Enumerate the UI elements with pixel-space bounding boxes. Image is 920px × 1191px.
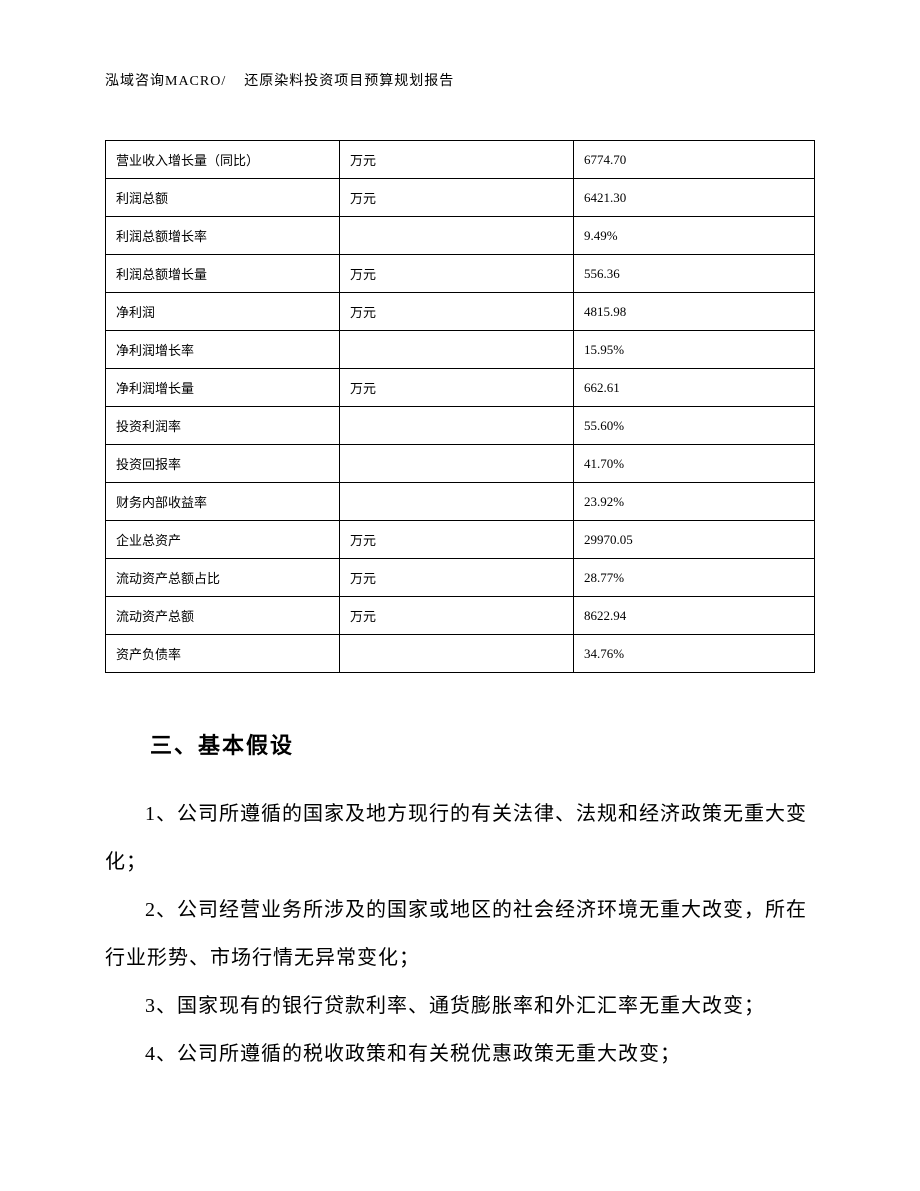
cell-label: 净利润增长量: [106, 369, 340, 407]
cell-value: 9.49%: [573, 217, 814, 255]
cell-unit: 万元: [339, 597, 573, 635]
cell-unit: [339, 217, 573, 255]
cell-label: 流动资产总额占比: [106, 559, 340, 597]
paragraph-4: 4、公司所遵循的税收政策和有关税优惠政策无重大改变；: [105, 1030, 815, 1078]
cell-value: 29970.05: [573, 521, 814, 559]
table-row: 营业收入增长量（同比） 万元 6774.70: [106, 141, 815, 179]
cell-value: 55.60%: [573, 407, 814, 445]
page-content: 营业收入增长量（同比） 万元 6774.70 利润总额 万元 6421.30 利…: [105, 140, 815, 1078]
cell-label: 利润总额增长量: [106, 255, 340, 293]
table-body: 营业收入增长量（同比） 万元 6774.70 利润总额 万元 6421.30 利…: [106, 141, 815, 673]
cell-value: 6421.30: [573, 179, 814, 217]
cell-unit: 万元: [339, 559, 573, 597]
cell-value: 662.61: [573, 369, 814, 407]
table-row: 净利润 万元 4815.98: [106, 293, 815, 331]
table-row: 净利润增长率 15.95%: [106, 331, 815, 369]
table-row: 利润总额增长率 9.49%: [106, 217, 815, 255]
header-title: 还原染料投资项目预算规划报告: [244, 74, 454, 89]
cell-label: 企业总资产: [106, 521, 340, 559]
table-row: 投资利润率 55.60%: [106, 407, 815, 445]
cell-unit: 万元: [339, 255, 573, 293]
cell-value: 6774.70: [573, 141, 814, 179]
cell-label: 利润总额增长率: [106, 217, 340, 255]
paragraph-2: 2、公司经营业务所涉及的国家或地区的社会经济环境无重大改变，所在行业形势、市场行…: [105, 886, 815, 982]
cell-label: 投资利润率: [106, 407, 340, 445]
table-row: 资产负债率 34.76%: [106, 635, 815, 673]
table-row: 利润总额 万元 6421.30: [106, 179, 815, 217]
cell-value: 23.92%: [573, 483, 814, 521]
cell-unit: [339, 331, 573, 369]
page-header: 泓域咨询MACRO/ 还原染料投资项目预算规划报告: [105, 70, 454, 90]
table-row: 利润总额增长量 万元 556.36: [106, 255, 815, 293]
cell-value: 8622.94: [573, 597, 814, 635]
cell-label: 资产负债率: [106, 635, 340, 673]
cell-unit: 万元: [339, 141, 573, 179]
paragraph-1: 1、公司所遵循的国家及地方现行的有关法律、法规和经济政策无重大变化；: [105, 790, 815, 886]
cell-label: 投资回报率: [106, 445, 340, 483]
cell-value: 41.70%: [573, 445, 814, 483]
table-row: 流动资产总额 万元 8622.94: [106, 597, 815, 635]
cell-value: 15.95%: [573, 331, 814, 369]
cell-label: 利润总额: [106, 179, 340, 217]
cell-unit: [339, 483, 573, 521]
cell-unit: 万元: [339, 369, 573, 407]
header-company: 泓域咨询MACRO/: [105, 74, 226, 89]
cell-label: 净利润增长率: [106, 331, 340, 369]
cell-unit: [339, 635, 573, 673]
cell-value: 28.77%: [573, 559, 814, 597]
section-heading: 三、基本假设: [105, 728, 815, 760]
table-row: 企业总资产 万元 29970.05: [106, 521, 815, 559]
financial-table: 营业收入增长量（同比） 万元 6774.70 利润总额 万元 6421.30 利…: [105, 140, 815, 673]
cell-unit: [339, 445, 573, 483]
paragraph-3: 3、国家现有的银行贷款利率、通货膨胀率和外汇汇率无重大改变；: [105, 982, 815, 1030]
cell-label: 财务内部收益率: [106, 483, 340, 521]
cell-unit: 万元: [339, 293, 573, 331]
table-row: 流动资产总额占比 万元 28.77%: [106, 559, 815, 597]
table-row: 投资回报率 41.70%: [106, 445, 815, 483]
cell-value: 4815.98: [573, 293, 814, 331]
table-row: 财务内部收益率 23.92%: [106, 483, 815, 521]
cell-unit: [339, 407, 573, 445]
cell-label: 营业收入增长量（同比）: [106, 141, 340, 179]
table-row: 净利润增长量 万元 662.61: [106, 369, 815, 407]
cell-value: 556.36: [573, 255, 814, 293]
cell-unit: 万元: [339, 521, 573, 559]
cell-label: 流动资产总额: [106, 597, 340, 635]
cell-unit: 万元: [339, 179, 573, 217]
cell-label: 净利润: [106, 293, 340, 331]
cell-value: 34.76%: [573, 635, 814, 673]
